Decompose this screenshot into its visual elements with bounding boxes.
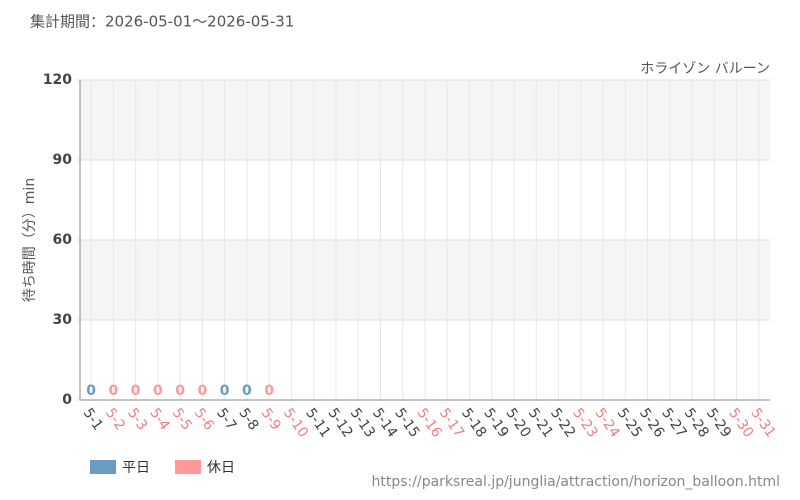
y-tick-label: 0 (62, 392, 72, 408)
y-tick-label: 90 (53, 152, 73, 168)
x-tick-label: 5-6 (191, 405, 217, 433)
chart-title: ホライゾン バルーン (640, 61, 770, 77)
legend-swatch (90, 460, 116, 474)
legend-label: 休日 (207, 460, 235, 476)
x-tick-label: 5-4 (146, 405, 172, 433)
value-label: 0 (86, 383, 96, 399)
x-tick-label: 5-8 (235, 405, 261, 433)
x-tick-label: 5-9 (258, 405, 284, 433)
legend-label: 平日 (122, 460, 150, 476)
y-tick-label: 60 (53, 232, 73, 248)
y-axis-label: 待ち時間（分）min (22, 178, 38, 302)
y-tick-label: 120 (43, 72, 72, 88)
x-tick-label: 5-3 (124, 405, 150, 433)
source-url: https://parksreal.jp/junglia/attraction/… (372, 474, 780, 490)
value-label: 0 (109, 383, 119, 399)
value-label: 0 (175, 383, 185, 399)
value-label: 0 (131, 383, 141, 399)
x-tick-label: 5-2 (102, 405, 128, 433)
value-label: 0 (220, 383, 230, 399)
chart-subtitle: 集計期間：2026-05-01～2026-05-31 (30, 13, 294, 31)
legend-swatch (175, 460, 201, 474)
x-tick-label: 5-1 (80, 405, 106, 433)
y-tick-label: 30 (53, 312, 73, 328)
value-label: 0 (198, 383, 208, 399)
x-tick-label: 5-5 (169, 405, 195, 433)
value-label: 0 (153, 383, 163, 399)
value-label: 0 (264, 383, 274, 399)
value-label: 0 (242, 383, 252, 399)
x-tick-label: 5-31 (747, 405, 778, 440)
x-tick-label: 5-7 (213, 405, 239, 433)
